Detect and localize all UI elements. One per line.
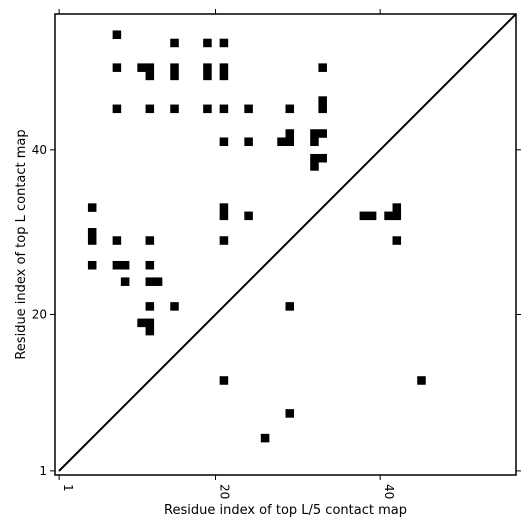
contact-cell [392, 211, 402, 221]
contact-cell [219, 211, 229, 221]
contact-cell [145, 302, 155, 311]
contact-cell [392, 236, 402, 245]
contact-cell [203, 71, 212, 81]
contact-cell [260, 433, 270, 443]
x-tick-label: 1 [61, 484, 75, 492]
contact-cell [219, 203, 229, 212]
contact-cell [310, 137, 319, 147]
contact-cell [318, 63, 327, 72]
contact-cell [137, 63, 146, 72]
contact-cell [392, 203, 402, 212]
contact-cell [87, 236, 97, 245]
contact-cell [87, 260, 97, 270]
contact-cell [145, 236, 155, 245]
contact-cell [120, 260, 130, 270]
contact-cell [285, 129, 295, 138]
x-tick-label: 20 [218, 484, 232, 499]
axis-ticks: 1 20 40 1 20 40 [32, 9, 521, 499]
x-tick-label: 40 [382, 484, 396, 499]
contact-cell [145, 260, 155, 270]
contact-cell [384, 211, 393, 221]
contact-cell [244, 137, 253, 147]
contact-cell [310, 129, 319, 138]
contact-cell [318, 153, 327, 163]
contact-cell [145, 318, 155, 328]
contact-cell [244, 211, 253, 221]
contact-cell [219, 63, 229, 72]
diagonal-line [58, 13, 517, 472]
contact-cell [170, 302, 179, 311]
y-axis-label: Residue index of top L contact map [14, 129, 29, 359]
contact-cell [145, 63, 155, 72]
contact-cell [112, 63, 122, 72]
y-tick-label: 40 [32, 143, 47, 157]
contact-cell [219, 104, 229, 114]
contact-cell [170, 71, 179, 81]
contact-cell [203, 104, 212, 114]
contact-cell [87, 203, 97, 212]
contact-cell [285, 302, 295, 311]
contact-cell [219, 71, 229, 81]
contact-cell [318, 129, 327, 138]
contact-cell [145, 104, 155, 114]
contact-cell [219, 137, 229, 147]
contact-cell [219, 38, 229, 48]
contact-cell [285, 104, 295, 114]
contact-cell [219, 376, 229, 385]
contact-cell [112, 236, 122, 245]
contact-cell [318, 96, 327, 105]
contact-cell [244, 104, 253, 114]
contact-cell [87, 228, 97, 237]
contact-cell [318, 104, 327, 114]
contact-cell [170, 63, 179, 72]
contact-cell [112, 30, 122, 39]
contact-cell [170, 104, 179, 114]
y-tick-label: 1 [39, 464, 47, 478]
contact-cell [170, 38, 179, 48]
contact-cell [120, 277, 130, 286]
contact-cell [285, 409, 295, 418]
contact-cell [367, 211, 377, 221]
contact-cell [203, 63, 212, 72]
contact-cell [277, 137, 286, 147]
contact-cell [145, 326, 155, 336]
contact-cell [310, 162, 319, 171]
contact-cells [87, 30, 426, 443]
contact-cell [112, 260, 122, 270]
contact-cell [219, 236, 229, 245]
contact-cell [417, 376, 426, 385]
y-tick-label: 20 [32, 307, 47, 321]
contact-cell [145, 277, 155, 286]
contact-cell [359, 211, 369, 221]
contact-cell [145, 71, 155, 81]
contact-cell [203, 38, 212, 48]
contact-cell [137, 318, 146, 328]
contact-cell [285, 137, 295, 147]
plot-frame [54, 13, 517, 476]
contact-cell [310, 153, 319, 163]
x-axis-label: Residue index of top L/5 contact map [164, 503, 407, 518]
contact-cell [112, 104, 122, 114]
contact-cell [153, 277, 163, 286]
